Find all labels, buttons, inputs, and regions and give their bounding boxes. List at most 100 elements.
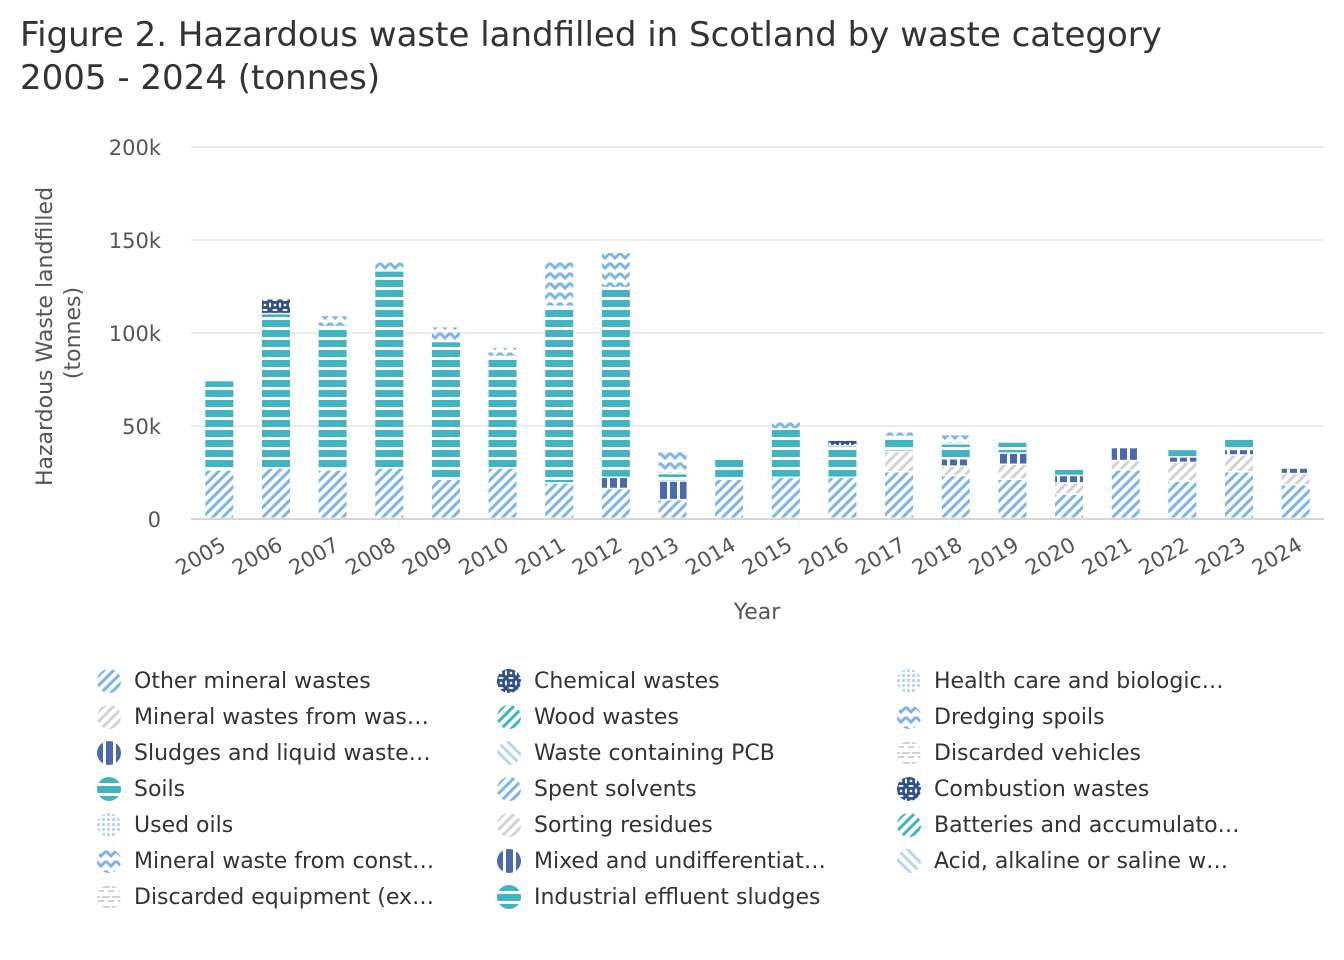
bar-segment[interactable] (601, 253, 630, 287)
bar-segment[interactable] (1225, 472, 1254, 518)
bar-segment[interactable] (1111, 470, 1140, 518)
bar-segment[interactable] (545, 483, 574, 518)
bar-stack-2020[interactable] (1055, 468, 1084, 518)
bar-stack-2009[interactable] (431, 327, 460, 518)
bar-segment[interactable] (771, 478, 800, 518)
bar-segment[interactable] (1111, 461, 1140, 470)
bar-segment[interactable] (1055, 468, 1084, 475)
legend-item[interactable]: Combustion wastes (896, 774, 1149, 804)
bar-stack-2008[interactable] (375, 262, 404, 518)
legend-item[interactable]: Used oils (96, 810, 233, 840)
bar-segment[interactable] (658, 474, 687, 481)
bar-segment[interactable] (715, 459, 744, 479)
bar-segment[interactable] (545, 306, 574, 483)
bar-stack-2012[interactable] (601, 253, 630, 518)
bar-segment[interactable] (828, 478, 857, 518)
bar-segment[interactable] (885, 431, 914, 436)
legend-item[interactable]: Discarded vehicles (896, 738, 1141, 768)
legend-item[interactable]: Wood wastes (496, 702, 679, 732)
bar-segment[interactable] (1281, 468, 1310, 473)
bar-segment[interactable] (205, 381, 234, 470)
legend-item[interactable]: Industrial effluent sludges (496, 882, 820, 912)
bar-segment[interactable] (771, 429, 800, 477)
bar-segment[interactable] (998, 442, 1027, 453)
bar-segment[interactable] (1111, 448, 1140, 460)
bar-stack-2022[interactable] (1168, 450, 1197, 518)
bar-stack-2014[interactable] (715, 459, 744, 518)
bar-segment[interactable] (828, 446, 857, 477)
bar-stack-2019[interactable] (998, 442, 1027, 518)
bar-segment[interactable] (941, 476, 970, 518)
bar-stack-2006[interactable] (261, 299, 290, 518)
bar-segment[interactable] (771, 422, 800, 429)
bar-segment[interactable] (998, 465, 1027, 479)
bar-segment[interactable] (1168, 450, 1197, 457)
legend-item[interactable]: Mixed and undifferentiat… (496, 846, 826, 876)
bar-segment[interactable] (1225, 439, 1254, 449)
bar-segment[interactable] (1281, 474, 1310, 485)
bar-segment[interactable] (998, 453, 1027, 464)
bar-segment[interactable] (601, 478, 630, 488)
bar-stack-2007[interactable] (318, 316, 347, 518)
bar-segment[interactable] (658, 500, 687, 518)
bar-segment[interactable] (375, 468, 404, 518)
bar-stack-2021[interactable] (1111, 448, 1140, 518)
legend-item[interactable]: Dredging spoils (896, 702, 1105, 732)
bar-segment[interactable] (1168, 463, 1197, 481)
bar-stack-2024[interactable] (1281, 468, 1310, 518)
bar-segment[interactable] (885, 437, 914, 451)
legend-item[interactable]: Discarded equipment (ex… (96, 882, 434, 912)
bar-segment[interactable] (658, 452, 687, 473)
bar-segment[interactable] (488, 347, 517, 356)
bar-stack-2011[interactable] (545, 262, 574, 518)
legend-item[interactable]: Mineral wastes from was… (96, 702, 429, 732)
bar-segment[interactable] (431, 479, 460, 518)
legend-item[interactable]: Other mineral wastes (96, 666, 371, 696)
legend-item[interactable]: Mineral waste from const… (96, 846, 434, 876)
bar-segment[interactable] (941, 459, 970, 466)
bar-segment[interactable] (941, 466, 970, 475)
bar-stack-2013[interactable] (658, 452, 687, 518)
bar-stack-2015[interactable] (771, 422, 800, 518)
legend-item[interactable]: Acid, alkaline or saline w… (896, 846, 1228, 876)
legend-item[interactable]: Chemical wastes (496, 666, 720, 696)
bar-segment[interactable] (1225, 455, 1254, 471)
bar-segment[interactable] (375, 271, 404, 468)
bar-segment[interactable] (1055, 483, 1084, 494)
legend-item[interactable]: Spent solvents (496, 774, 697, 804)
bar-segment[interactable] (545, 262, 574, 306)
legend-item[interactable]: Waste containing PCB (496, 738, 775, 768)
bar-stack-2005[interactable] (205, 381, 234, 518)
legend-item[interactable]: Sorting residues (496, 810, 713, 840)
bar-segment[interactable] (601, 288, 630, 477)
bar-segment[interactable] (941, 435, 970, 444)
bar-segment[interactable] (431, 342, 460, 479)
bar-segment[interactable] (1055, 494, 1084, 518)
bar-segment[interactable] (261, 468, 290, 518)
bar-segment[interactable] (998, 479, 1027, 518)
bar-segment[interactable] (488, 468, 517, 518)
bar-segment[interactable] (601, 489, 630, 518)
bar-segment[interactable] (1168, 457, 1197, 462)
bar-segment[interactable] (261, 314, 290, 468)
bar-segment[interactable] (318, 470, 347, 518)
bar-segment[interactable] (658, 481, 687, 499)
bar-segment[interactable] (715, 479, 744, 518)
bar-stack-2016[interactable] (828, 440, 857, 518)
bar-segment[interactable] (205, 470, 234, 518)
bar-segment[interactable] (1225, 450, 1254, 455)
legend-item[interactable]: Health care and biologic… (896, 666, 1224, 696)
bar-segment[interactable] (488, 357, 517, 468)
bar-stack-2023[interactable] (1225, 439, 1254, 518)
legend-item[interactable]: Batteries and accumulato… (896, 810, 1240, 840)
bar-segment[interactable] (1168, 481, 1197, 518)
bar-segment[interactable] (431, 327, 460, 341)
bar-segment[interactable] (1055, 476, 1084, 483)
bar-segment[interactable] (318, 327, 347, 470)
bar-stack-2018[interactable] (941, 435, 970, 518)
bar-segment[interactable] (941, 444, 970, 458)
bar-segment[interactable] (828, 440, 857, 445)
bar-stack-2017[interactable] (885, 431, 914, 518)
bar-segment[interactable] (1281, 485, 1310, 518)
bar-segment[interactable] (261, 299, 290, 313)
